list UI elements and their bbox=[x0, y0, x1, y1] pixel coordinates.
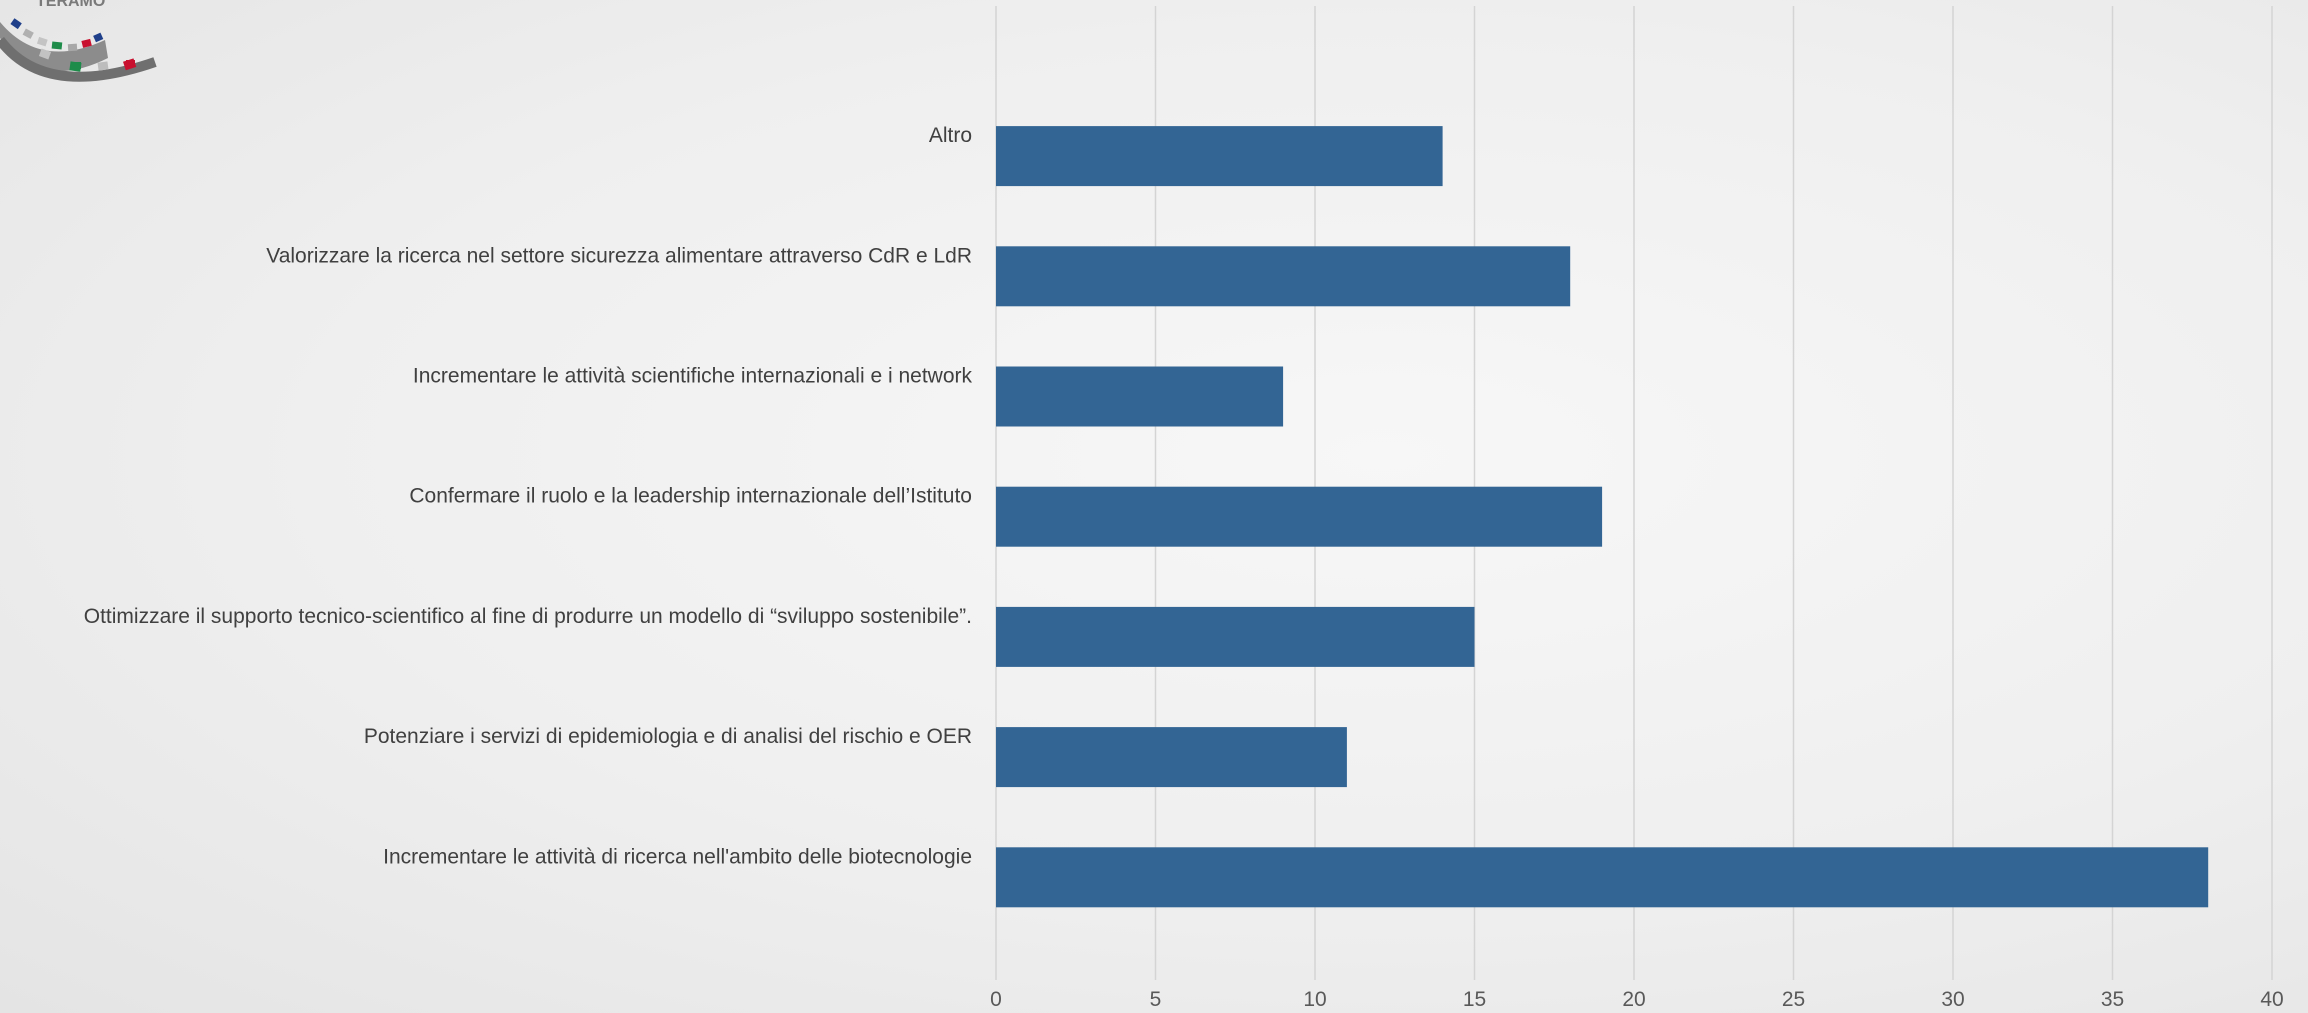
bar bbox=[996, 486, 1603, 547]
x-axis-tick-labels: 0 5 10 15 20 25 30 35 40 bbox=[990, 988, 2284, 1011]
category-label: Valorizzare la ricerca nel settore sicur… bbox=[266, 244, 972, 267]
x-tick-label: 15 bbox=[1463, 988, 1486, 1011]
x-tick-label: 30 bbox=[1941, 988, 1964, 1011]
bar bbox=[996, 246, 1571, 307]
logo-text: TERAMO bbox=[36, 0, 105, 10]
bar bbox=[996, 727, 1347, 788]
bar bbox=[996, 126, 1443, 187]
category-label: Potenziare i servizi di epidemiologia e … bbox=[364, 725, 972, 748]
category-label: Altro bbox=[929, 124, 972, 147]
x-tick-label: 25 bbox=[1782, 988, 1805, 1011]
institute-logo: TERAMO bbox=[0, 0, 157, 82]
logo-arc-mosaic bbox=[0, 18, 157, 82]
bar bbox=[996, 606, 1475, 667]
category-label: Incrementare le attività di ricerca nell… bbox=[383, 845, 972, 868]
category-label: Ottimizzare il supporto tecnico-scientif… bbox=[84, 605, 972, 628]
x-tick-label: 40 bbox=[2260, 988, 2283, 1011]
x-tick-label: 35 bbox=[2101, 988, 2124, 1011]
category-labels: Altro Valorizzare la ricerca nel settore … bbox=[84, 124, 973, 868]
x-tick-label: 20 bbox=[1622, 988, 1645, 1011]
category-label: Confermare il ruolo e la leadership inte… bbox=[409, 485, 972, 508]
bar bbox=[996, 366, 1284, 427]
bar bbox=[996, 847, 2209, 908]
x-tick-label: 0 bbox=[990, 988, 1002, 1011]
category-label: Incrementare le attività scientifiche in… bbox=[413, 365, 973, 388]
x-tick-label: 5 bbox=[1150, 988, 1162, 1011]
x-tick-label: 10 bbox=[1303, 988, 1326, 1011]
bars bbox=[996, 126, 2209, 908]
